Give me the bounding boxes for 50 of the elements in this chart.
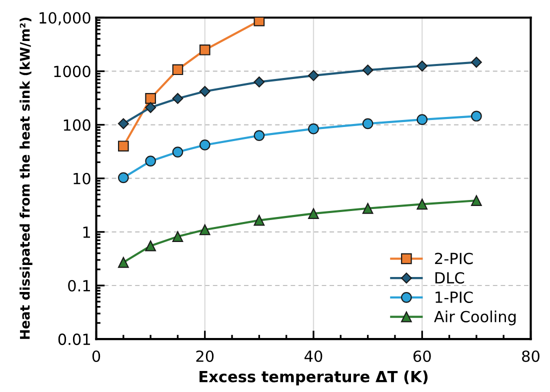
y-tick-label: 1000 [54, 66, 90, 78]
point [199, 224, 210, 236]
y-tick-label: 10,000 [40, 12, 90, 26]
point [416, 60, 428, 72]
y-tick-label: 10 [74, 172, 90, 184]
point [118, 140, 129, 152]
y-tick-label: 1 [83, 226, 90, 238]
point [470, 56, 482, 68]
point [199, 140, 210, 150]
y-axis-title: Heat dissipated from the heat sink (kW/m²) [20, 18, 32, 339]
point [254, 130, 265, 141]
point [145, 93, 156, 104]
point [145, 240, 156, 252]
point [471, 195, 482, 206]
x-tick-label: 40 [304, 350, 322, 362]
y-tick-label: 0.1 [68, 280, 90, 292]
point [172, 64, 184, 76]
point [362, 118, 374, 130]
y-tick-label: 0.01 [58, 334, 90, 346]
x-tick-label: 0 [92, 350, 100, 362]
point [471, 110, 482, 122]
point [308, 70, 319, 82]
point [172, 92, 184, 104]
point [145, 102, 156, 113]
point [362, 202, 374, 214]
point [254, 214, 265, 226]
x-axis-title: Excess temperature ΔT (K) [200, 370, 428, 386]
point [308, 123, 319, 134]
point [118, 256, 129, 268]
point [199, 86, 210, 97]
point [308, 208, 319, 220]
point [118, 172, 129, 184]
point [118, 118, 129, 130]
point [199, 44, 210, 56]
point [416, 198, 428, 210]
point [172, 231, 184, 242]
x-tick-label: 60 [413, 350, 431, 362]
x-tick-label: 80 [522, 350, 540, 362]
legend-label: Air Cooling [434, 310, 516, 326]
legend-label: 1-PIC [436, 291, 473, 303]
legend-label: 2-PIC [435, 252, 473, 264]
point [254, 18, 265, 26]
legend-label: DLC [435, 272, 464, 284]
x-tick-label: 20 [196, 350, 214, 362]
point [254, 76, 265, 88]
y-tick-label: 100 [64, 119, 90, 131]
point [172, 146, 184, 158]
point [416, 114, 428, 126]
point [145, 156, 156, 167]
point [362, 64, 374, 76]
